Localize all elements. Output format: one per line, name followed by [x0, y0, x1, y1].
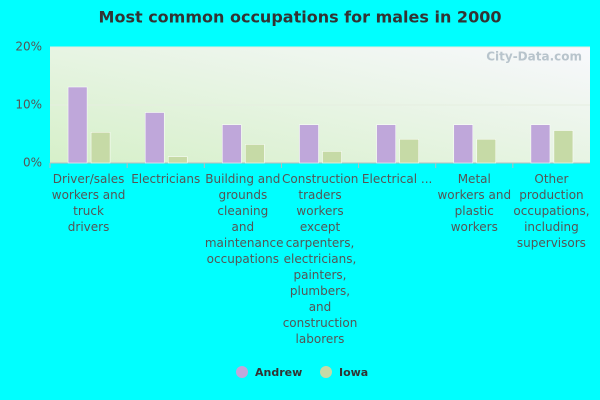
x-tick-label: Construction traders workers except carp…: [282, 172, 359, 346]
y-tick-label: 0%: [23, 156, 42, 170]
bar: [90, 132, 111, 164]
bar: [245, 144, 265, 164]
chart-title: Most common occupations for males in 200…: [99, 8, 502, 27]
y-tick-label: 10%: [15, 98, 42, 112]
bar: [144, 112, 165, 164]
bar: [453, 124, 474, 164]
x-tick-label: Other production occupations, including …: [513, 172, 590, 250]
x-tick-label: Driver/sales workers and truck drivers: [51, 172, 126, 234]
x-tick-label: Metal workers and plastic workers: [437, 172, 512, 234]
bar: [399, 138, 419, 164]
x-tick-label: Electrical ...: [361, 172, 433, 186]
legend-marker: [236, 366, 248, 378]
bar: [530, 124, 551, 164]
bar: [167, 156, 188, 164]
bar: [476, 138, 497, 164]
x-tick-label: Electricians: [131, 172, 201, 186]
bar: [67, 86, 88, 164]
bar: [299, 124, 319, 164]
legend-marker: [320, 366, 332, 378]
x-tick-label: Building and grounds cleaning and mainte…: [204, 172, 284, 266]
y-tick-label: 20%: [15, 40, 42, 54]
legend-label: Iowa: [339, 366, 368, 379]
bar: [322, 151, 342, 164]
bar: [222, 124, 242, 164]
bar: [553, 130, 574, 164]
watermark: City-Data.com: [486, 50, 582, 64]
legend-label: Andrew: [255, 366, 302, 379]
bar: [376, 124, 396, 164]
